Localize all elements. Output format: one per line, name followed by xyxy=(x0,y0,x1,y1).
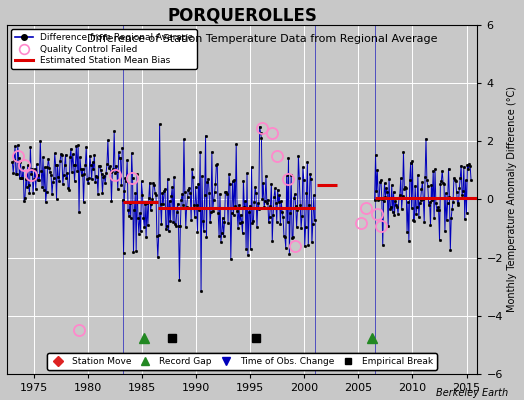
Y-axis label: Monthly Temperature Anomaly Difference (°C): Monthly Temperature Anomaly Difference (… xyxy=(507,86,517,312)
Title: PORQUEROLLES: PORQUEROLLES xyxy=(167,7,317,25)
Text: Difference of Station Temperature Data from Regional Average: Difference of Station Temperature Data f… xyxy=(87,34,437,44)
Legend: Station Move, Record Gap, Time of Obs. Change, Empirical Break: Station Move, Record Gap, Time of Obs. C… xyxy=(48,353,437,370)
Text: Berkeley Earth: Berkeley Earth xyxy=(436,388,508,398)
